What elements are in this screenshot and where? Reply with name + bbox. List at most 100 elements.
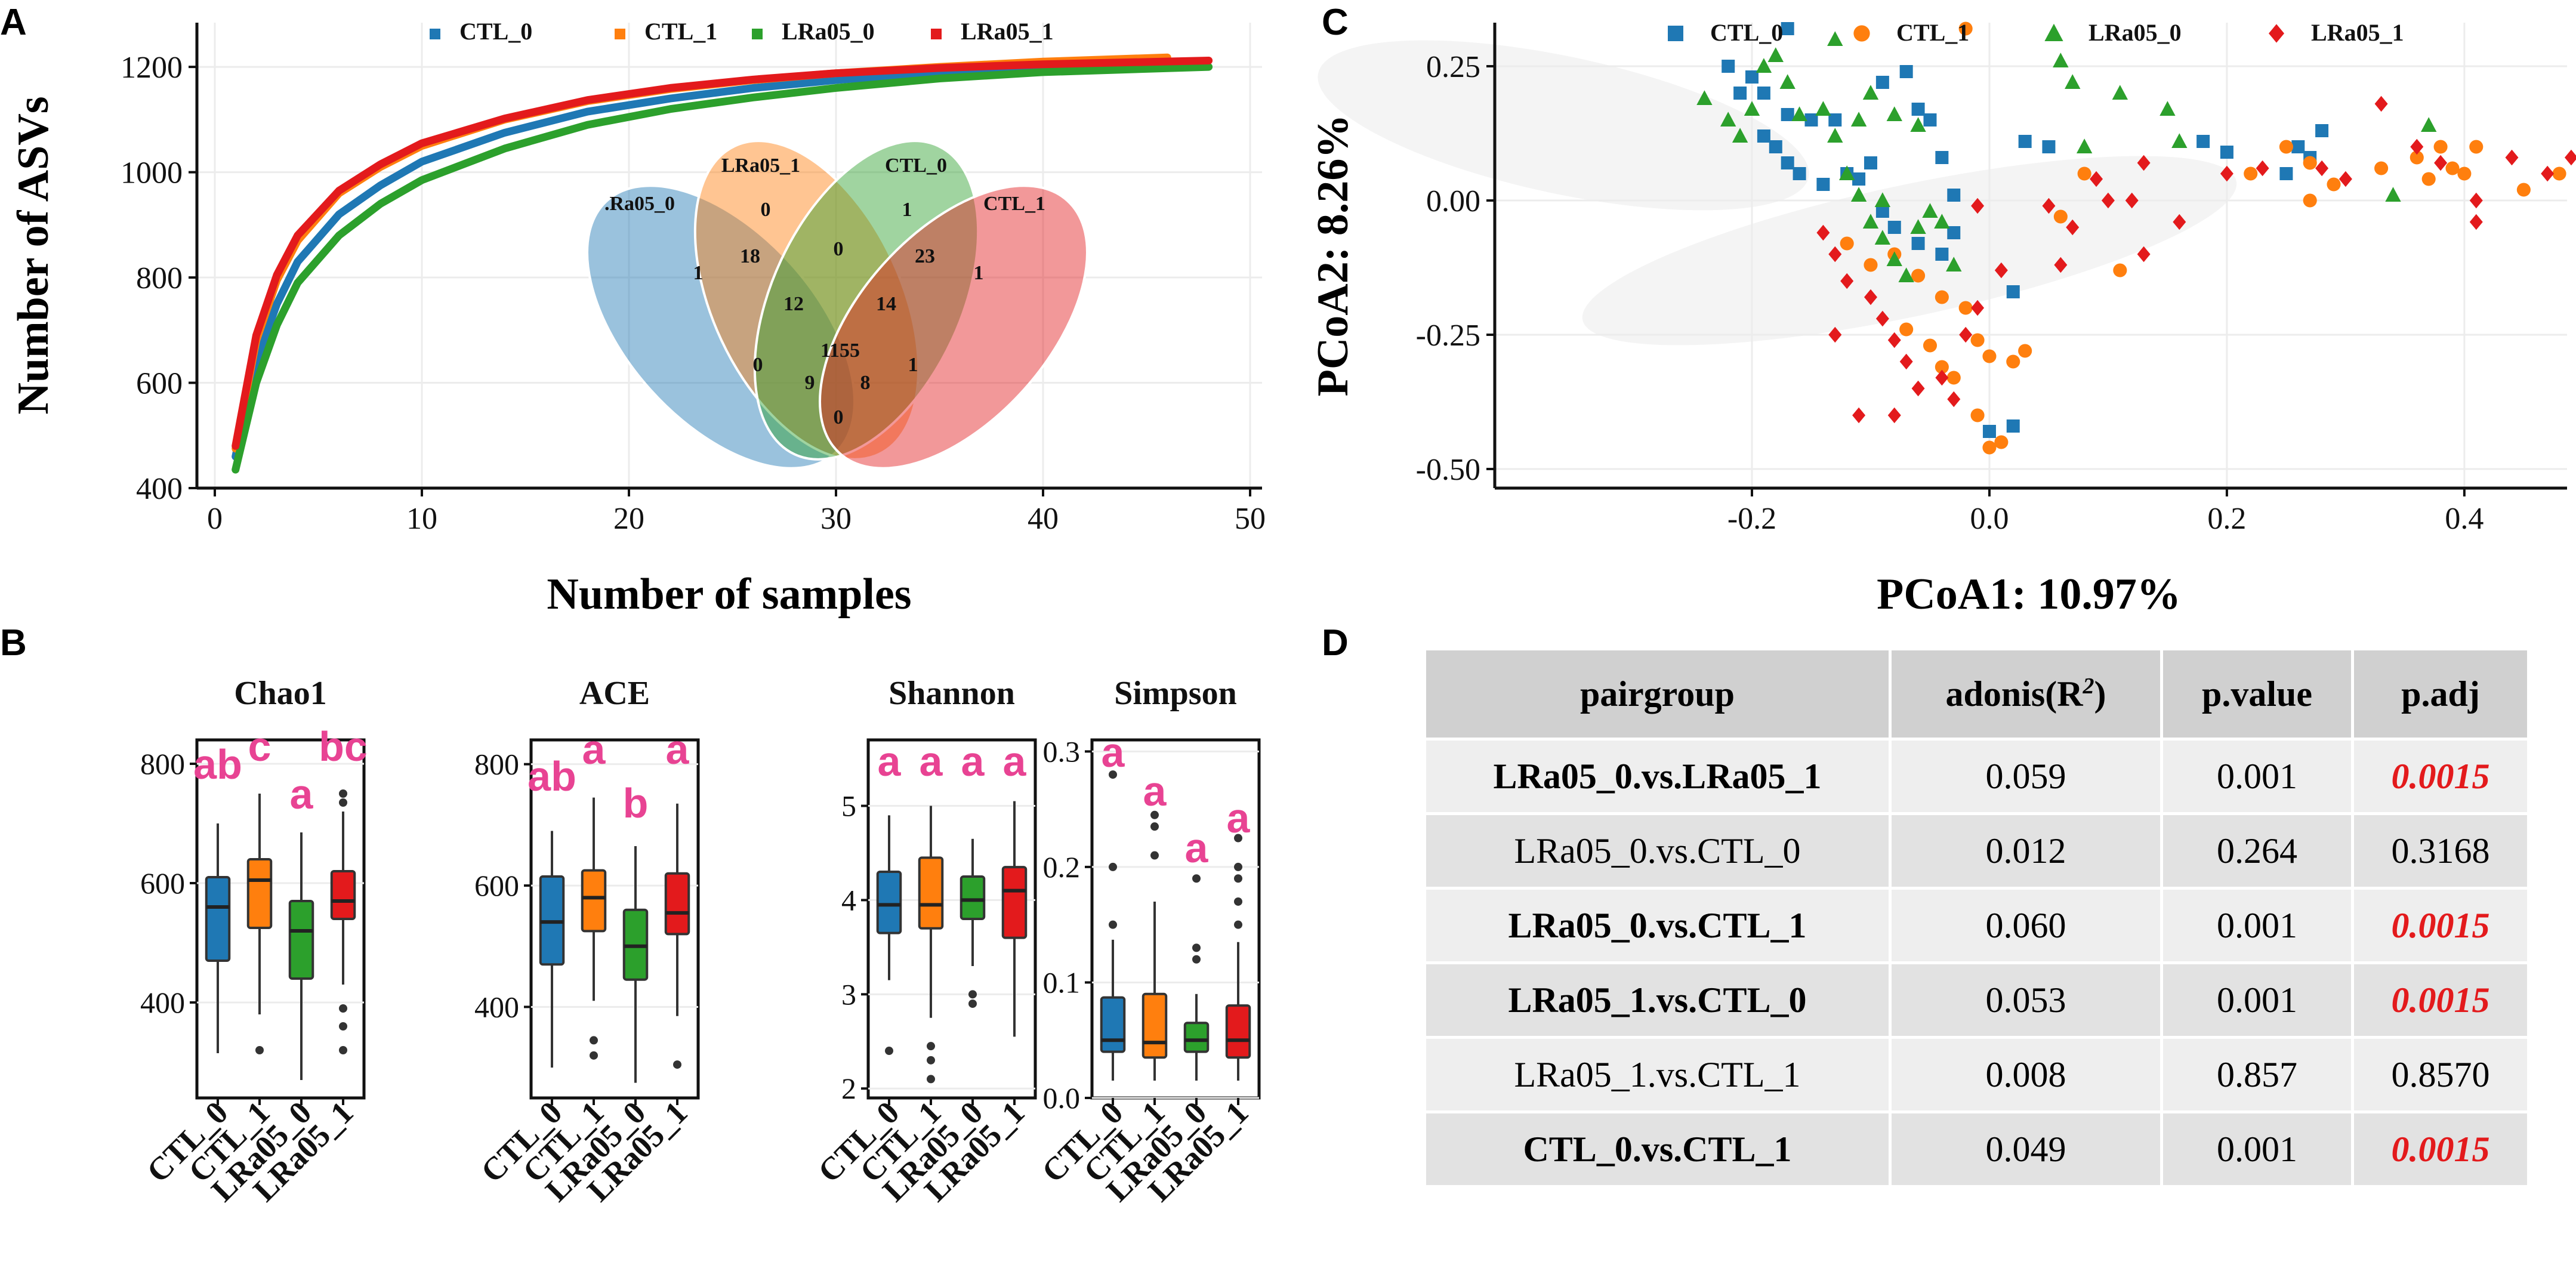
pcoa-point-lra05-1 xyxy=(2256,160,2269,177)
pcoa-point-ctl-1 xyxy=(2077,166,2091,181)
box-body xyxy=(330,870,356,920)
boxplot-box-ctl-0 xyxy=(876,815,902,1056)
table-row: LRa05_0.vs.LRa05_1 0.059 0.001 0.0015 xyxy=(1423,738,2530,815)
table-row: LRa05_1.vs.CTL_0 0.053 0.001 0.0015 xyxy=(1423,961,2530,1039)
pcoa-point-ctl-0 xyxy=(2006,285,2020,298)
box-outlier xyxy=(885,1047,893,1056)
pcoa-point-lra05-0 xyxy=(2385,187,2401,202)
boxplot-box-lra05-0 xyxy=(288,832,314,1080)
pcoa-point-lra05-1 xyxy=(2090,171,2103,187)
venn-count: 1 xyxy=(693,262,704,284)
pcoa-point-ctl-0 xyxy=(2006,419,2020,433)
facet-y-tick-label: 0.3 xyxy=(1043,735,1081,768)
pcoa-point-lra05-1 xyxy=(2137,155,2151,171)
box-outlier xyxy=(1234,920,1242,929)
pcoa-point-ctl-1 xyxy=(1982,440,1997,455)
pcoa-point-ctl-0 xyxy=(1769,140,1782,153)
facet-y-tick-label: 600 xyxy=(140,866,185,900)
box-outlier xyxy=(927,1056,935,1065)
venn-count: 9 xyxy=(805,372,815,394)
facet-y-tick-label: 800 xyxy=(140,747,185,780)
pcoa-point-ctl-1 xyxy=(2433,140,2448,154)
venn-count: 0 xyxy=(761,199,771,221)
pcoa-point-lra05-1 xyxy=(1911,380,1925,397)
pcoa-point-lra05-1 xyxy=(1994,262,2008,279)
pairgroup-cell: CTL_0.vs.CTL_1 xyxy=(1423,1110,1892,1188)
boxplot-box-lra05-0 xyxy=(1183,874,1210,1081)
pcoa-point-lra05-1 xyxy=(1816,224,1830,241)
pcoa-point-lra05-1 xyxy=(2469,214,2483,230)
pcoa-point-lra05-0 xyxy=(1910,219,1926,234)
legend-label: CTL_0 xyxy=(1710,19,1783,46)
pcoa-point-lra05-1 xyxy=(2339,171,2352,187)
pvalue-cell: 0.001 xyxy=(2160,887,2354,964)
pcoa-point-lra05-1 xyxy=(2505,149,2519,166)
significance-letter: a xyxy=(961,738,985,785)
padj-cell: 0.0015 xyxy=(2351,887,2530,964)
legend-marker-ctl-0 xyxy=(1668,26,1683,41)
adonis-table: pairgroup adonis(R2) p.value p.adj LRa05… xyxy=(1423,647,2530,1188)
plot-c-gridlines xyxy=(1495,23,2567,488)
pvalue-cell: 0.001 xyxy=(2160,961,2354,1039)
pcoa-point-lra05-1 xyxy=(2220,165,2233,182)
facet-title: ACE xyxy=(579,675,650,712)
box-body xyxy=(205,876,231,962)
boxplot-facet-chao1: Chao1400600800CTL_0abCTL_1cLRa05_0aLRa05… xyxy=(140,675,367,1208)
pairgroup-cell: LRa05_0.vs.LRa05_1 xyxy=(1423,738,1892,815)
pcoa-point-lra05-1 xyxy=(1887,407,1901,424)
pcoa-point-lra05-1 xyxy=(1971,300,1985,316)
pcoa-point-ctl-0 xyxy=(1887,221,1901,234)
pcoa-point-ctl-1 xyxy=(2279,140,2293,154)
box-outlier xyxy=(1192,943,1201,952)
pcoa-point-lra05-1 xyxy=(2374,95,2388,112)
facet-y-tick-label: 0.1 xyxy=(1043,965,1081,999)
plot-a-y-tick-label: 1200 xyxy=(121,51,183,85)
pcoa-point-lra05-0 xyxy=(1862,214,1879,229)
pcoa-point-lra05-0 xyxy=(2420,117,2437,132)
adonis-cell: 0.060 xyxy=(1889,887,2163,964)
box-body xyxy=(1225,1004,1251,1059)
legend-marker-ctl-1 xyxy=(1853,25,1870,42)
pcoa-point-lra05-1 xyxy=(1887,332,1901,348)
pcoa-point-ctl-0 xyxy=(1852,172,1866,186)
legend-swatch-ctl-0 xyxy=(430,29,440,39)
legend-swatch-lra05-0 xyxy=(752,29,763,39)
pcoa-point-ctl-1 xyxy=(2410,150,2424,165)
pcoa-point-lra05-1 xyxy=(1864,289,1877,306)
pcoa-point-lra05-1 xyxy=(1959,326,1973,343)
pcoa-point-lra05-1 xyxy=(2042,198,2056,214)
box-body xyxy=(288,900,314,980)
pcoa-point-ctl-0 xyxy=(2291,140,2305,153)
boxplot-box-ctl-1 xyxy=(1142,810,1168,1081)
pcoa-point-ctl-0 xyxy=(1911,237,1925,250)
pcoa-point-ctl-0 xyxy=(1911,103,1925,116)
pcoa-point-ctl-0 xyxy=(1899,65,1913,78)
pcoa-point-lra05-0 xyxy=(1886,106,1902,121)
pcoa-point-ctl-1 xyxy=(2018,344,2032,358)
box-body xyxy=(1142,992,1168,1059)
box-outlier xyxy=(339,1046,347,1054)
significance-letter: c xyxy=(248,723,272,770)
facet-y-tick-label: 2 xyxy=(841,1072,856,1105)
venn-count: 0 xyxy=(834,406,844,428)
legend-swatch-ctl-1 xyxy=(615,29,625,39)
pcoa-point-lra05-1 xyxy=(2054,257,2068,273)
boxplot-box-lra05-0 xyxy=(960,838,986,1008)
table-row: LRa05_0.vs.CTL_1 0.060 0.001 0.0015 xyxy=(1423,887,2530,964)
pvalue-cell: 0.001 xyxy=(2160,738,2354,815)
plot-a-x-tick-label: 0 xyxy=(207,502,223,536)
pcoa-point-lra05-0 xyxy=(2053,53,2069,67)
pcoa-point-lra05-1 xyxy=(2173,214,2186,230)
pvalue-cell: 0.857 xyxy=(2160,1036,2354,1113)
boxplot-box-ctl-1 xyxy=(918,806,944,1084)
pcoa-point-lra05-0 xyxy=(1862,85,1879,100)
pcoa-point-ctl-0 xyxy=(1864,156,1877,169)
box-outlier xyxy=(673,1060,681,1069)
pcoa-point-lra05-1 xyxy=(1828,246,1842,263)
venn-count: 0 xyxy=(834,238,844,260)
pcoa-point-lra05-0 xyxy=(1886,251,1902,266)
pcoa-point-lra05-0 xyxy=(1720,112,1736,127)
legend-label: LRa05_0 xyxy=(2088,19,2182,46)
significance-letter: a xyxy=(1143,768,1167,815)
boxplot-box-ctl-0 xyxy=(205,823,231,1053)
